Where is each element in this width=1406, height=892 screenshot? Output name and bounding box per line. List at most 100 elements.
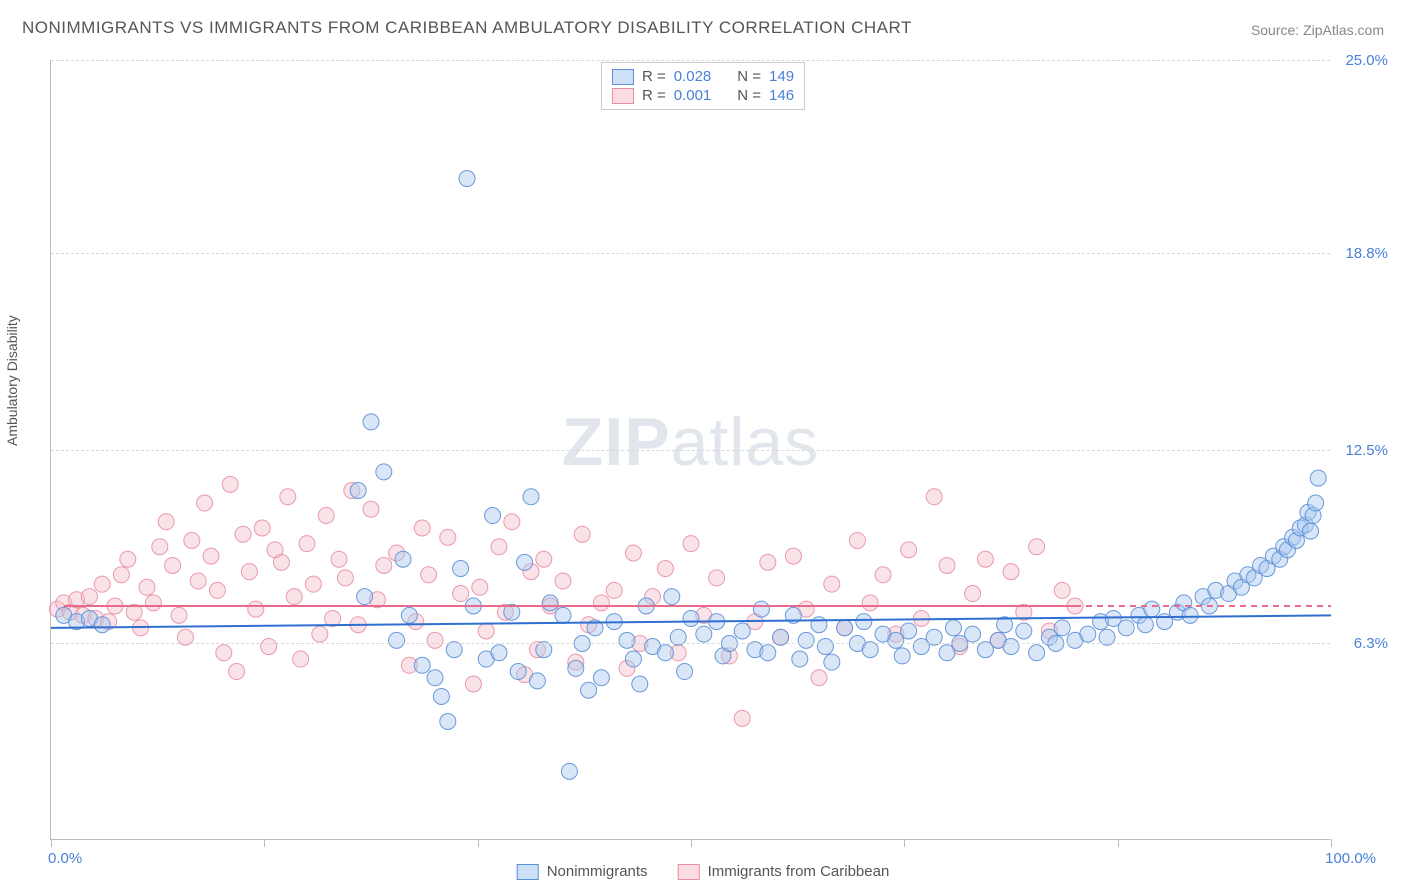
r-label: R = [642,68,666,85]
y-tick-label: 12.5% [1345,442,1388,459]
data-point [1303,523,1319,539]
data-point [485,508,501,524]
data-point [184,532,200,548]
data-point [1137,617,1153,633]
data-point [350,483,366,499]
x-tick [1118,839,1119,847]
data-point [593,595,609,611]
series-legend: Nonimmigrants Immigrants from Caribbean [517,863,890,880]
r-label: R = [642,87,666,104]
data-point [216,645,232,661]
data-point [453,586,469,602]
data-point [581,682,597,698]
legend-swatch-series1 [612,69,634,85]
data-point [414,657,430,673]
data-point [792,651,808,667]
data-point [1054,582,1070,598]
data-point [472,579,488,595]
data-point [1308,495,1324,511]
data-point [433,688,449,704]
grid-line [51,450,1330,451]
x-tick [264,839,265,847]
data-point [1003,564,1019,580]
data-point [1029,539,1045,555]
legend-row-series2: R = 0.001 N = 146 [612,86,794,105]
data-point [1054,620,1070,636]
data-point [139,579,155,595]
legend-item-series2: Immigrants from Caribbean [678,863,890,880]
data-point [504,514,520,530]
data-point [593,670,609,686]
grid-line [51,643,1330,644]
data-point [1016,623,1032,639]
chart-title: NONIMMIGRANTS VS IMMIGRANTS FROM CARIBBE… [22,18,912,38]
data-point [568,660,584,676]
data-point [286,589,302,605]
data-point [197,495,213,511]
plot-area: ZIPatlas [50,60,1330,840]
legend-swatch-bottom-1 [517,864,539,880]
data-point [113,567,129,583]
data-point [363,414,379,430]
data-point [817,639,833,655]
data-point [683,610,699,626]
data-point [811,617,827,633]
data-point [894,648,910,664]
data-point [312,626,328,642]
data-point [261,639,277,655]
data-point [331,551,347,567]
data-point [421,567,437,583]
data-point [401,607,417,623]
data-point [523,489,539,505]
data-point [901,623,917,639]
data-point [465,676,481,692]
data-point [1003,639,1019,655]
data-point [657,645,673,661]
data-point [542,595,558,611]
data-point [926,489,942,505]
data-point [561,763,577,779]
data-point [760,554,776,570]
data-point [696,626,712,642]
data-point [357,589,373,605]
n-label: N = [737,68,761,85]
data-point [536,551,552,567]
data-point [171,607,187,623]
x-min-label: 0.0% [48,850,82,867]
data-point [81,589,97,605]
x-tick [51,839,52,847]
legend-swatch-series2 [612,88,634,104]
x-tick [904,839,905,847]
data-point [945,620,961,636]
data-point [734,710,750,726]
data-point [632,676,648,692]
data-point [190,573,206,589]
data-point [248,601,264,617]
data-point [1310,470,1326,486]
data-point [677,664,693,680]
data-point [760,645,776,661]
data-point [619,632,635,648]
data-point [1080,626,1096,642]
data-point [1029,645,1045,661]
data-point [209,582,225,598]
data-point [152,539,168,555]
data-point [203,548,219,564]
data-point [849,532,865,548]
data-point [1144,601,1160,617]
y-tick-label: 25.0% [1345,52,1388,69]
legend-row-series1: R = 0.028 N = 149 [612,67,794,86]
data-point [94,617,110,633]
data-point [785,548,801,564]
data-point [798,632,814,648]
data-point [440,713,456,729]
y-axis-label: Ambulatory Disability [4,315,20,446]
data-point [529,673,545,689]
data-point [318,508,334,524]
data-point [94,576,110,592]
data-point [625,545,641,561]
data-point [977,551,993,567]
data-point [1118,620,1134,636]
data-point [363,501,379,517]
data-point [145,595,161,611]
